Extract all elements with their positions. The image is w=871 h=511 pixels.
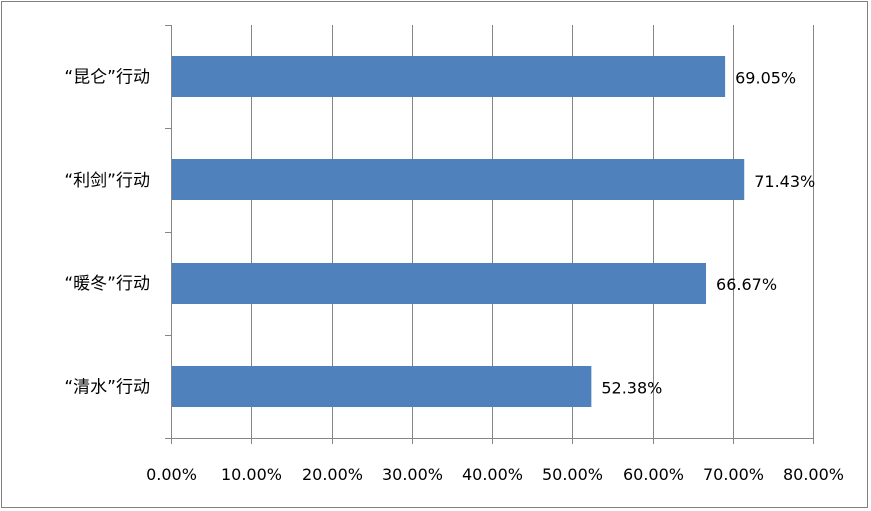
- x-tick-label: 40.00%: [462, 465, 523, 484]
- data-label: 66.67%: [716, 275, 777, 294]
- data-label: 69.05%: [735, 69, 796, 88]
- x-tick-label: 20.00%: [302, 465, 363, 484]
- x-tick-label: 50.00%: [542, 465, 603, 484]
- category-label: “昆仑”行动: [64, 68, 150, 88]
- bar: [172, 366, 592, 407]
- data-label: 52.38%: [601, 378, 662, 397]
- axes: 0.00% 10.00% 20.00% 30.00% 40.00% 50.00% 60.00…: [146, 25, 844, 484]
- x-tick-label: 10.00%: [221, 465, 282, 484]
- labels: “昆仑”行动 69.05% “利剑”行动 71.43% “暖冬”行动 66.67% “清水”…: [64, 68, 815, 398]
- x-tick-label: 30.00%: [382, 465, 443, 484]
- category-label: “清水”行动: [64, 377, 150, 397]
- category-label: “暖冬”行动: [64, 274, 150, 294]
- x-tick-label: 70.00%: [703, 465, 764, 484]
- data-label: 71.43%: [754, 172, 815, 191]
- bar: [172, 263, 707, 304]
- x-tick-label: 60.00%: [623, 465, 684, 484]
- category-label: “利剑”行动: [64, 171, 150, 191]
- x-tick-label: 0.00%: [146, 465, 197, 484]
- bars: [172, 56, 745, 407]
- x-tick-label: 80.00%: [783, 465, 844, 484]
- bar: [172, 159, 745, 200]
- bar: [172, 56, 726, 97]
